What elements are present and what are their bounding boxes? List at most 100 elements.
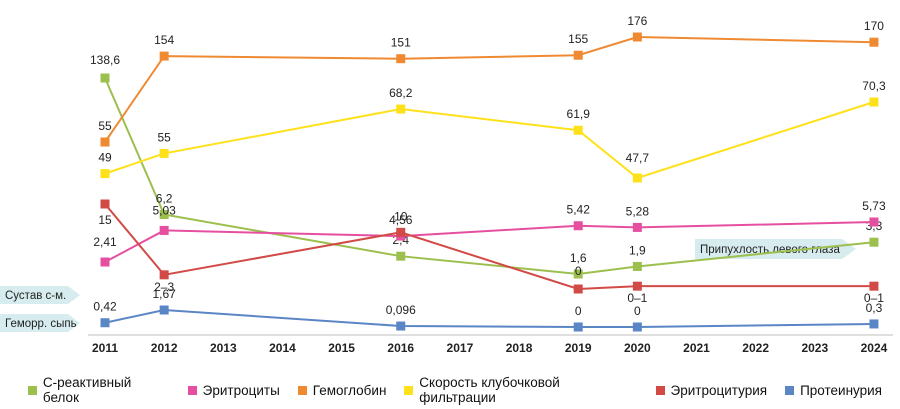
x-tick-label: 2023 [801,341,828,355]
data-label: 0 [575,304,582,318]
data-point [100,199,110,209]
data-label: 1,67 [152,287,176,301]
data-point [159,225,169,235]
data-label: 5,28 [626,204,650,218]
legend-swatch [187,385,197,395]
data-point [632,32,642,42]
data-point [869,97,879,107]
data-point [100,137,110,147]
data-point [869,37,879,47]
x-tick-label: 2022 [742,341,769,355]
series-line [104,221,874,263]
data-label: 6,2 [156,191,173,205]
data-point [396,104,406,114]
series-line [104,101,875,180]
annotation-joint-text: Сустав с-м. [5,290,66,302]
data-point [100,169,110,179]
data-label: 5,03 [152,203,176,217]
data-label: 170 [864,19,884,33]
data-point [159,148,169,158]
series-line [104,203,874,291]
annotation-eye-swelling-text: Припухлость левого глаза [700,244,840,256]
data-point [632,281,642,291]
legend-label: Протеинурия [800,382,882,398]
data-point [869,281,879,291]
legend-swatch [785,385,795,395]
data-point [573,284,583,294]
legend-item: Скорость клубочковой фильтрации [404,375,637,405]
data-point [632,222,642,232]
data-label: 70,3 [862,79,886,93]
series-line [104,77,875,276]
legend-label: Скорость клубочковой фильтрации [419,375,560,405]
data-point [396,227,406,237]
data-label: 0–1 [864,291,884,305]
data-label: 49 [98,151,112,165]
data-point [396,251,406,261]
x-tick-label: 2020 [624,341,651,355]
x-tick-label: 2024 [861,341,888,355]
data-point [396,321,406,331]
data-label: 0 [634,304,641,318]
legend-item: С-реактивный белок [28,375,170,405]
data-point [573,221,583,231]
data-point [573,50,583,60]
data-point [159,51,169,61]
legend-label: Эритроциты [202,382,280,398]
data-label: 138,6 [90,53,120,67]
annotation-rash: Геморр. сыпь [0,314,80,332]
data-label: 55 [157,130,171,144]
data-label: 5,42 [567,203,591,217]
data-label: 10 [394,209,408,223]
data-point [573,269,583,279]
data-point [573,125,583,135]
data-label: 2,41 [93,235,117,249]
data-label: 0–1 [627,291,647,305]
data-label: 15 [98,213,112,227]
data-point [632,322,642,332]
x-tick-label: 2021 [683,341,710,355]
data-point [159,305,169,315]
data-label: 0,096 [386,303,416,317]
data-point [632,261,642,271]
x-tick-label: 2015 [328,341,355,355]
legend-label: С-реактивный белок [42,375,132,405]
legend-swatch [655,385,665,395]
data-label: 0,3 [866,301,883,315]
data-label: 1,9 [629,243,646,257]
data-label: 2–3 [154,280,174,294]
legend-item: Эритроцитурия [655,382,768,398]
data-label: 155 [568,32,588,46]
x-tick-label: 2014 [269,341,296,355]
legend-swatch [404,385,414,395]
data-point [573,322,583,332]
legend-item: Гемоглобин [297,382,387,398]
data-point [159,209,169,219]
x-tick-label: 2011 [92,341,118,355]
x-tick-label: 2013 [210,341,237,355]
legend: С-реактивный белок Эритроциты Гемоглобин Ск… [28,375,900,405]
data-point [869,237,879,247]
data-point [869,319,879,329]
data-point [632,173,642,183]
x-tick-label: 2012 [151,341,178,355]
legend-swatch [28,385,37,395]
data-label: 61,9 [567,107,591,121]
data-label: 0,42 [93,300,117,314]
legend-item: Протеинурия [785,383,882,398]
annotation-eye-swelling: Припухлость левого глаза [695,239,856,259]
data-label: 68,2 [389,86,413,100]
data-label: 5,73 [862,199,886,213]
data-label: 176 [627,14,647,28]
data-label: 154 [154,33,174,47]
data-point [396,54,406,64]
data-label: 4,56 [389,213,413,227]
data-point [100,73,110,83]
x-tick-label: 2018 [506,341,533,355]
legend-label: Эритроцитурия [670,382,768,398]
x-tick-label: 2016 [387,341,414,355]
data-label: 47,7 [626,151,650,165]
data-point [869,217,879,227]
legend-label: Гемоглобин [312,382,387,398]
